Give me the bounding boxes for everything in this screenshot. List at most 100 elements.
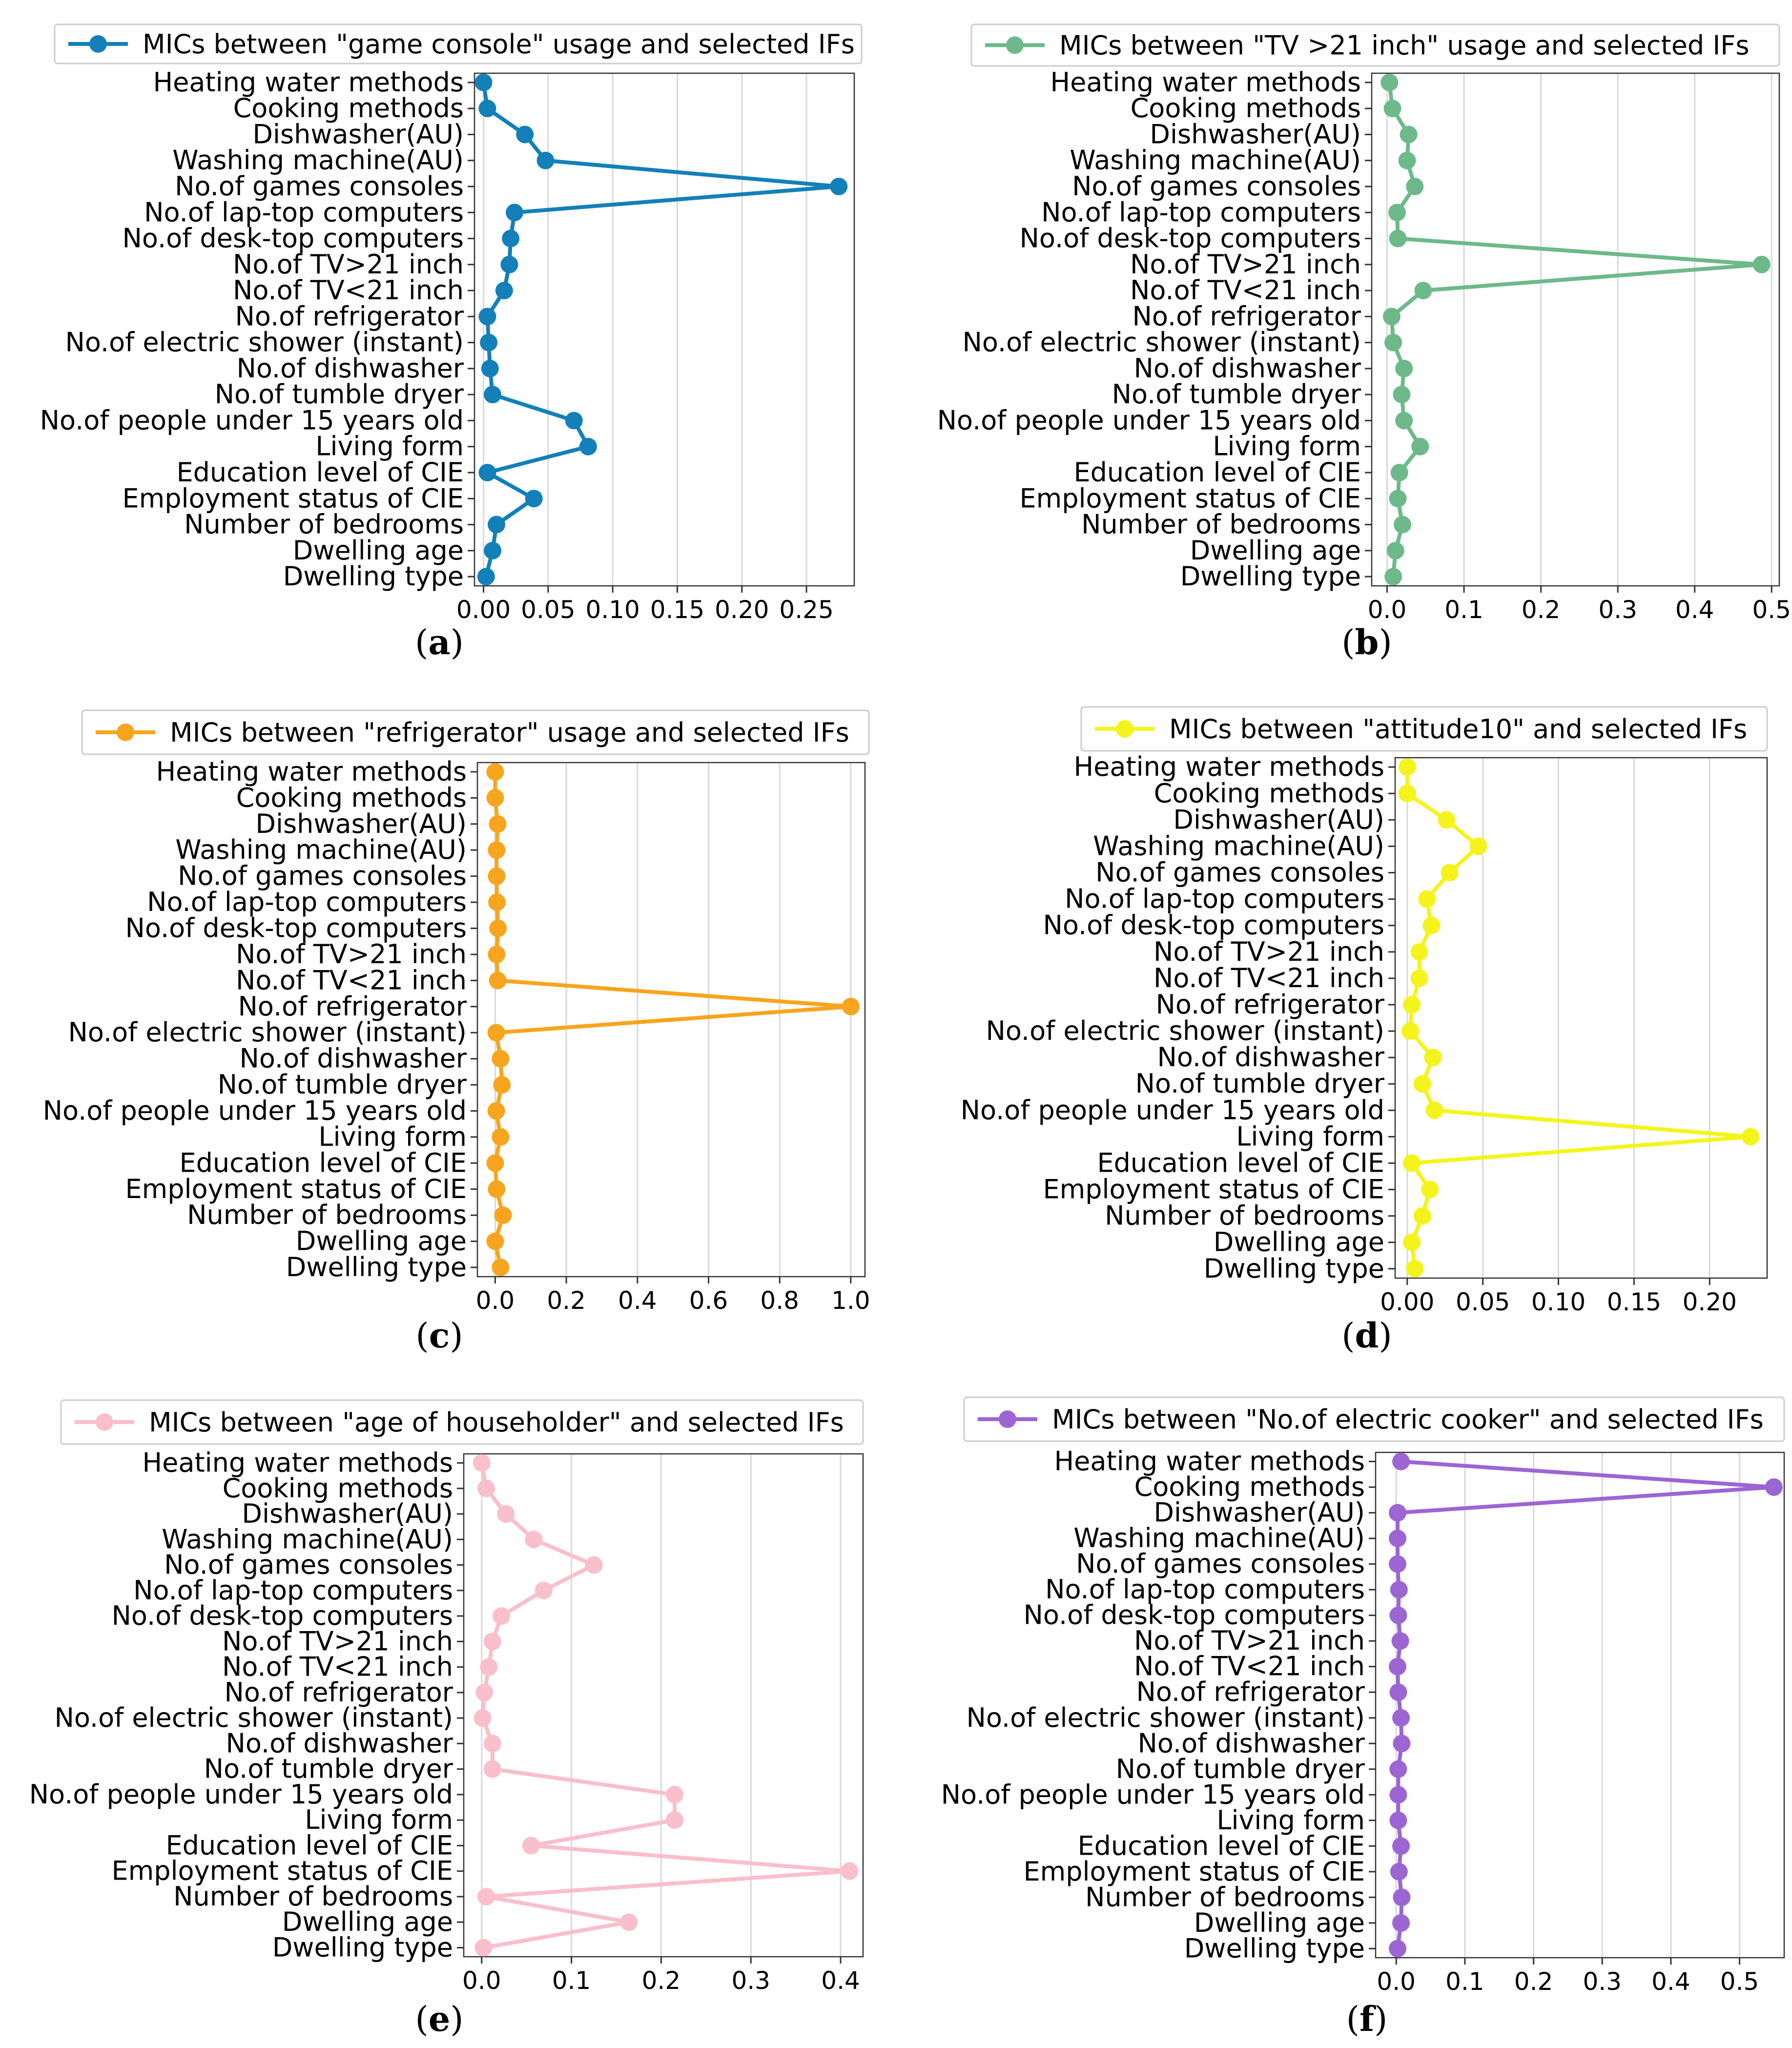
data-point [486, 763, 504, 781]
data-point [1384, 568, 1402, 586]
y-tick-label: Number of bedrooms [184, 509, 464, 540]
y-tick-label: No.of people under 15 years old [941, 1779, 1365, 1810]
data-point [486, 1232, 504, 1250]
data-point [1413, 1075, 1431, 1093]
y-tick-label: No.of refrigerator [238, 991, 467, 1022]
y-tick-label: No.of tumble dryer [1135, 1068, 1385, 1099]
data-point [1400, 125, 1418, 144]
data-point [1398, 758, 1416, 776]
y-tick-label: Washing machine(AU) [175, 834, 467, 865]
data-point [488, 867, 506, 885]
y-tick-label: Employment status of CIE [1020, 483, 1361, 514]
x-tick-label: 0.10 [1531, 1288, 1586, 1316]
y-tick-label: No.of lap-top computers [133, 1575, 453, 1606]
data-point [1389, 1786, 1407, 1804]
y-tick-label: No.of TV>21 inch [222, 1626, 453, 1656]
y-tick-label: Employment status of CIE [1043, 1174, 1384, 1205]
y-tick-label: No.of refrigerator [1136, 1676, 1365, 1707]
data-point [493, 1607, 511, 1625]
y-tick-label: No.of TV<21 inch [222, 1652, 453, 1682]
data-point [1406, 1260, 1424, 1278]
y-tick-label: Living form [1236, 1121, 1384, 1152]
data-point [1398, 151, 1416, 169]
data-point [475, 1683, 494, 1701]
x-tick-label: 0.20 [1683, 1288, 1737, 1316]
y-tick-label: Dwelling age [1190, 535, 1361, 566]
data-point [1401, 1022, 1419, 1040]
y-tick-label: No.of people under 15 years old [29, 1779, 453, 1810]
y-tick-label: Education level of CIE [165, 1830, 453, 1861]
y-tick-label: Cooking methods [1131, 93, 1361, 124]
data-point [495, 282, 513, 300]
data-point [1389, 1504, 1407, 1522]
y-tick-label: Dishwasher(AU) [1173, 804, 1384, 835]
y-tick-label: Living form [315, 431, 464, 462]
y-tick-label: Dwelling age [296, 1226, 467, 1257]
legend-marker [1006, 36, 1024, 54]
x-tick-label: 0.2 [1514, 1967, 1553, 1996]
data-point [477, 568, 495, 586]
data-point [487, 1102, 505, 1120]
y-tick-label: Heating water methods [1074, 751, 1384, 782]
x-tick-label: 0.3 [1583, 1967, 1622, 1996]
legend-marker [96, 1413, 113, 1431]
y-tick-label: Heating water methods [143, 1448, 453, 1478]
legend-marker [1116, 720, 1133, 738]
y-tick-label: No.of games consoles [175, 171, 464, 202]
y-tick-label: Number of bedrooms [1081, 509, 1361, 540]
data-point [1389, 1606, 1407, 1624]
data-point [830, 177, 848, 195]
y-tick-label: No.of electric shower (instant) [65, 327, 464, 358]
y-tick-label: Heating water methods [1054, 1446, 1365, 1477]
y-tick-label: No.of electric shower (instant) [54, 1702, 453, 1733]
legend-marker [117, 724, 134, 741]
y-tick-label: No.of people under 15 years old [937, 405, 1361, 435]
y-tick-label: Heating water methods [156, 756, 467, 787]
data-point [1398, 785, 1416, 803]
y-tick-label: Dishwasher(AU) [255, 808, 467, 839]
legend-marker [999, 1410, 1016, 1428]
data-point [478, 100, 496, 118]
panel-label: (c) [415, 1315, 463, 1356]
data-point [487, 1024, 505, 1042]
data-point [1390, 464, 1408, 482]
y-tick-label: Cooking methods [223, 1473, 453, 1504]
data-point [1413, 1207, 1431, 1225]
data-point [516, 125, 534, 144]
data-point [1389, 1940, 1407, 1958]
y-tick-label: Dwelling type [1184, 1933, 1365, 1964]
x-tick-label: 0.6 [689, 1286, 728, 1315]
data-point [1741, 1128, 1759, 1146]
panel-label: (f) [1346, 1999, 1388, 2039]
y-tick-label: Living form [318, 1121, 467, 1152]
data-point [1389, 1530, 1407, 1548]
y-tick-label: Heating water methods [153, 67, 464, 98]
y-tick-label: No.of dishwasher [239, 1043, 467, 1074]
y-tick-label: No.of people under 15 years old [43, 1095, 467, 1126]
y-tick-label: Washing machine(AU) [172, 145, 464, 176]
data-point [1414, 282, 1432, 300]
data-point [473, 1454, 491, 1472]
y-tick-label: No.of desk-top computers [1043, 910, 1384, 941]
data-point [1410, 969, 1428, 987]
x-tick-label: 0.5 [1720, 1967, 1759, 1996]
y-tick-label: Dwelling type [283, 561, 464, 592]
data-point [1389, 1760, 1407, 1778]
data-point [488, 945, 506, 963]
data-point [565, 412, 583, 430]
y-tick-label: No.of tumble dryer [215, 379, 464, 410]
x-tick-label: 0.00 [456, 596, 511, 624]
x-tick-label: 0.0 [462, 1966, 501, 1995]
y-tick-label: Cooking methods [233, 93, 464, 124]
data-point [1393, 1735, 1411, 1753]
legend-label: MICs between "attitude10" and selected I… [1169, 714, 1747, 745]
x-tick-label: 0.2 [642, 1966, 681, 1995]
data-point [1393, 386, 1411, 404]
x-tick-label: 0.4 [821, 1966, 860, 1995]
data-point [484, 386, 502, 404]
x-tick-label: 0.4 [1675, 596, 1714, 624]
data-point [480, 333, 498, 352]
x-tick-label: 0.0 [1377, 1967, 1416, 1996]
data-point [1395, 359, 1413, 377]
